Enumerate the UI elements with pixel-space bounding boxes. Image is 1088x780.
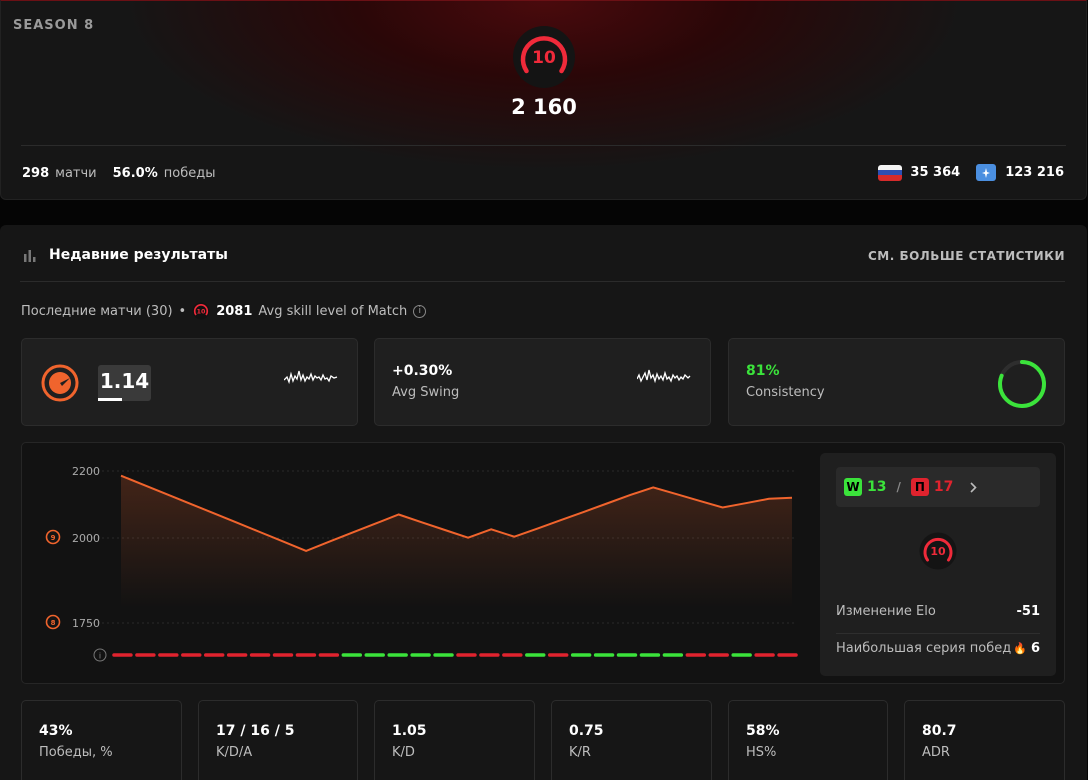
- region-rank[interactable]: 123 216: [1005, 165, 1064, 180]
- svg-text:9: 9: [51, 534, 56, 542]
- swing-sparkline: [637, 369, 691, 384]
- skill-level-number: 10: [532, 48, 556, 68]
- ranking: 35 364 123 216: [878, 164, 1064, 181]
- rating-sparkline: [284, 370, 338, 385]
- side-level-badge: 10: [919, 532, 957, 570]
- stat-label: Победы, %: [39, 745, 113, 760]
- divider: [21, 145, 1066, 146]
- chart-summary-panel: W 13 / П 17 10 Изменение Elo -51 Наибо: [820, 453, 1056, 676]
- kpi-consistency: 81% Consistency: [728, 338, 1065, 426]
- see-more-stats-link[interactable]: СМ. БОЛЬШЕ СТАТИСТИКИ: [867, 249, 1065, 263]
- y-tick-label: 2000: [72, 532, 100, 545]
- losses-count: 17: [933, 479, 954, 495]
- stat-label: K/R: [569, 745, 591, 760]
- win-loss-row[interactable]: W 13 / П 17: [836, 467, 1040, 507]
- win-streak-label: Наибольшая серия побед: [836, 641, 1012, 656]
- avg-skill-value: 2081: [216, 303, 253, 319]
- stat-value: 1.05: [392, 723, 427, 739]
- stat-label: K/D: [392, 745, 415, 760]
- info-icon[interactable]: i: [413, 304, 427, 318]
- rating-bar: [98, 398, 122, 401]
- svg-text:10: 10: [197, 308, 206, 315]
- stat-kd: 1.05 K/D: [374, 700, 535, 780]
- country-rank[interactable]: 35 364: [910, 165, 961, 180]
- win-streak-row: Наибольшая серия побед 🔥 6: [836, 641, 1040, 656]
- stat-value: 80.7: [922, 723, 957, 739]
- stat-label: HS%: [746, 745, 777, 760]
- stat-hs: 58% HS%: [728, 700, 888, 780]
- svg-text:i: i: [99, 652, 101, 661]
- season-label: SEASON 8: [13, 18, 95, 33]
- avg-swing-value: +0.30%: [392, 363, 453, 379]
- recent-results-card: Недавние результаты СМ. БОЛЬШЕ СТАТИСТИК…: [0, 225, 1087, 780]
- consistency-value: 81%: [746, 363, 780, 379]
- y-tick-label: 1750: [72, 617, 100, 630]
- svg-text:8: 8: [51, 619, 56, 627]
- win-tag: W: [844, 478, 862, 496]
- svg-text:10: 10: [930, 545, 946, 558]
- kpi-rating: 1.14: [21, 338, 358, 426]
- consistency-label: Consistency: [746, 385, 825, 400]
- divider: [836, 633, 1040, 634]
- skill-level-badge: 10: [513, 26, 575, 88]
- season-summary: 298 матчи 56.0% победы: [22, 166, 225, 181]
- season-card: SEASON 8 10 2 160 298 матчи 56.0% победы…: [0, 0, 1087, 200]
- stat-kr: 0.75 K/R: [551, 700, 712, 780]
- slash: /: [896, 480, 901, 494]
- recent-title: Недавние результаты: [49, 247, 228, 263]
- elo-area: [121, 475, 792, 608]
- stat-label: ADR: [922, 745, 950, 760]
- chart-info-icon[interactable]: i: [93, 648, 107, 662]
- matches-label: матчи: [55, 166, 97, 181]
- stat-value: 0.75: [569, 723, 604, 739]
- speedometer-icon: [41, 364, 79, 402]
- stat-value: 43%: [39, 723, 73, 739]
- wins-count: 13: [867, 479, 887, 495]
- avg-skill-label: Avg skill level of Match: [258, 303, 408, 319]
- chevron-right-icon: [970, 481, 977, 493]
- season-elo: 2 160: [511, 95, 577, 119]
- russia-flag-icon: [878, 164, 903, 181]
- elo-change-value: -51: [1016, 604, 1041, 619]
- y-tick-label: 2200: [72, 465, 100, 478]
- level-marker-icon: 9: [45, 529, 61, 545]
- win-streak-value: 6: [1030, 641, 1040, 656]
- elo-line: [120, 474, 793, 552]
- elo-history-chart: 2200 2000 1750 9 8 i W 13 / П 17: [21, 442, 1065, 684]
- match-context: Последние матчи (30) • 10 2081 Avg skill…: [21, 302, 427, 320]
- elo-change-label: Изменение Elo: [836, 604, 936, 619]
- consistency-ring: [998, 360, 1046, 408]
- bullet: •: [178, 303, 187, 319]
- fire-icon: 🔥: [1013, 642, 1027, 655]
- stat-value: 17 / 16 / 5: [216, 723, 295, 739]
- matches-count: 298: [22, 166, 50, 181]
- stat-adr: 80.7 ADR: [904, 700, 1065, 780]
- kpi-avg-swing: +0.30% Avg Swing: [374, 338, 711, 426]
- level-marker-icon: 8: [45, 614, 61, 630]
- avg-level-badge: 10: [192, 302, 210, 320]
- elo-change-row: Изменение Elo -51: [836, 604, 1040, 619]
- stat-value: 58%: [746, 723, 780, 739]
- stat-label: K/D/A: [216, 745, 253, 760]
- winrate-value: 56.0%: [112, 166, 158, 181]
- stat-kda: 17 / 16 / 5 K/D/A: [198, 700, 358, 780]
- avg-swing-label: Avg Swing: [392, 385, 460, 400]
- stat-winrate: 43% Победы, %: [21, 700, 182, 780]
- rating-box: 1.14: [98, 365, 151, 401]
- loss-tag: П: [910, 478, 929, 496]
- elo-chart-svg: 2200 2000 1750 9 8 i: [45, 465, 798, 662]
- region-icon: [976, 164, 997, 181]
- bar-chart-icon: [24, 250, 36, 262]
- rating-value: 1.14: [99, 369, 150, 393]
- last-matches-label: Последние матчи (30): [21, 303, 173, 319]
- recent-header: Недавние результаты СМ. БОЛЬШЕ СТАТИСТИК…: [20, 225, 1065, 282]
- winrate-label: победы: [163, 166, 216, 181]
